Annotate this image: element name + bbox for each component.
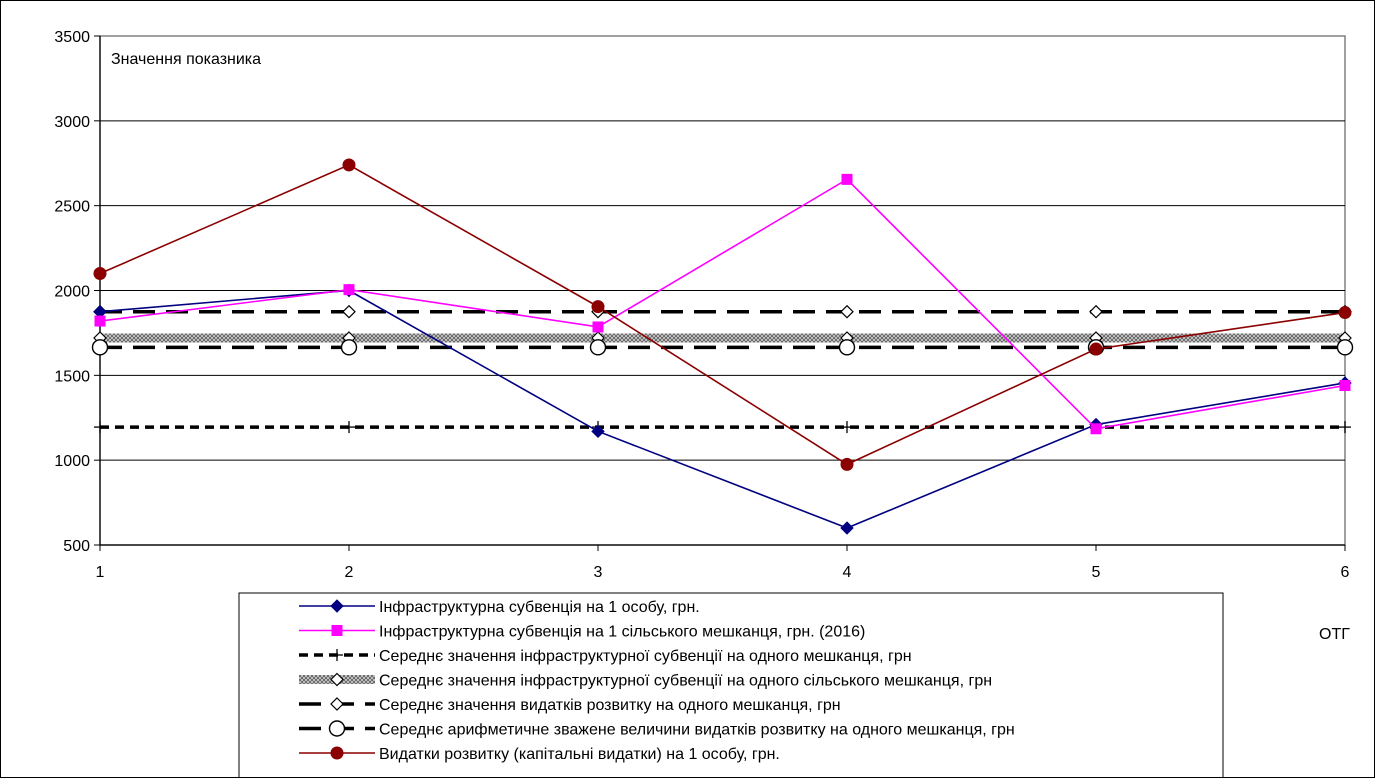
legend-item: Інфраструктурна субвенція на 1 сільськог… xyxy=(299,624,865,641)
point-marker xyxy=(1089,304,1103,319)
series-line xyxy=(99,178,1346,430)
point-marker xyxy=(330,672,344,687)
point-marker xyxy=(342,304,356,319)
point-marker xyxy=(592,321,604,333)
legend-label: Видатки розвитку (капітальні видатки) на… xyxy=(379,746,780,763)
y-axis-label: Значення показника xyxy=(111,51,261,68)
point-marker xyxy=(91,339,109,356)
x-axis-label: ОТГ xyxy=(1319,626,1350,643)
point-marker xyxy=(330,746,344,760)
point-marker xyxy=(331,625,343,636)
point-marker xyxy=(343,284,355,296)
legend-label: Середнє значення інфраструктурної субвен… xyxy=(379,673,992,690)
x-tick-label: 6 xyxy=(1341,564,1350,581)
point-marker xyxy=(1339,380,1351,392)
series-group xyxy=(91,158,1354,535)
legend-label: Інфраструктурна субвенція на 1 сільськог… xyxy=(379,624,865,641)
series-2 xyxy=(94,173,1351,435)
point-marker xyxy=(838,339,856,356)
point-marker xyxy=(840,521,854,535)
x-axis-ticks: 1 2 3 4 5 6 xyxy=(96,544,1350,581)
x-tick-label: 5 xyxy=(1092,564,1101,581)
series-line xyxy=(99,164,1346,466)
point-marker xyxy=(93,267,107,281)
point-marker xyxy=(330,599,344,613)
point-marker xyxy=(1090,423,1102,435)
series-4 xyxy=(93,331,1352,345)
x-tick-label: 3 xyxy=(594,564,603,581)
series-7 xyxy=(93,158,1352,471)
legend-item: Середнє значення видатків розвитку на од… xyxy=(299,697,841,714)
legend-label: Середнє значення видатків розвитку на од… xyxy=(379,697,841,714)
y-tick-label: 3500 xyxy=(54,29,90,46)
legend-item: Видатки розвитку (капітальні видатки) на… xyxy=(299,746,780,763)
x-tick-label: 4 xyxy=(843,564,852,581)
legend-box xyxy=(238,592,1224,780)
point-marker xyxy=(340,339,358,356)
y-tick-label: 1500 xyxy=(54,368,90,385)
point-marker xyxy=(840,304,854,319)
legend-item: Середнє значення інфраструктурної субвен… xyxy=(299,648,912,665)
point-marker xyxy=(840,457,854,471)
point-marker xyxy=(1089,342,1103,356)
y-tick-label: 2500 xyxy=(54,199,90,216)
legend-label: Середнє арифметичне зважене величини вид… xyxy=(379,722,1015,739)
gridlines xyxy=(100,120,1345,461)
point-marker xyxy=(841,173,853,185)
legend-item: Середнє значення інфраструктурної субвен… xyxy=(299,673,992,690)
y-tick-label: 2000 xyxy=(54,284,90,301)
series-line xyxy=(99,289,1346,529)
legend-label: Середнє значення інфраструктурної субвен… xyxy=(379,648,912,665)
legend: Інфраструктурна субвенція на 1 особу, гр… xyxy=(299,599,1015,763)
point-marker xyxy=(330,697,344,711)
point-marker xyxy=(1336,339,1354,356)
legend-item: Інфраструктурна субвенція на 1 особу, гр… xyxy=(299,599,700,616)
x-tick-label: 1 xyxy=(96,564,105,581)
point-marker xyxy=(1338,306,1352,320)
point-marker xyxy=(589,339,607,356)
point-marker xyxy=(94,315,106,327)
legend-label: Інфраструктурна субвенція на 1 особу, гр… xyxy=(379,599,700,616)
y-tick-label: 1000 xyxy=(54,453,90,470)
y-tick-label: 500 xyxy=(63,538,90,555)
point-marker xyxy=(591,424,605,439)
y-axis-ticks: 500 1000 1500 2000 2500 3000 3500 xyxy=(54,29,101,555)
legend-item: Середнє арифметичне зважене величини вид… xyxy=(299,720,1015,739)
x-tick-label: 2 xyxy=(345,564,354,581)
point-marker xyxy=(591,300,605,314)
point-marker xyxy=(342,158,356,172)
point-marker xyxy=(328,720,346,737)
y-tick-label: 3000 xyxy=(54,114,90,131)
